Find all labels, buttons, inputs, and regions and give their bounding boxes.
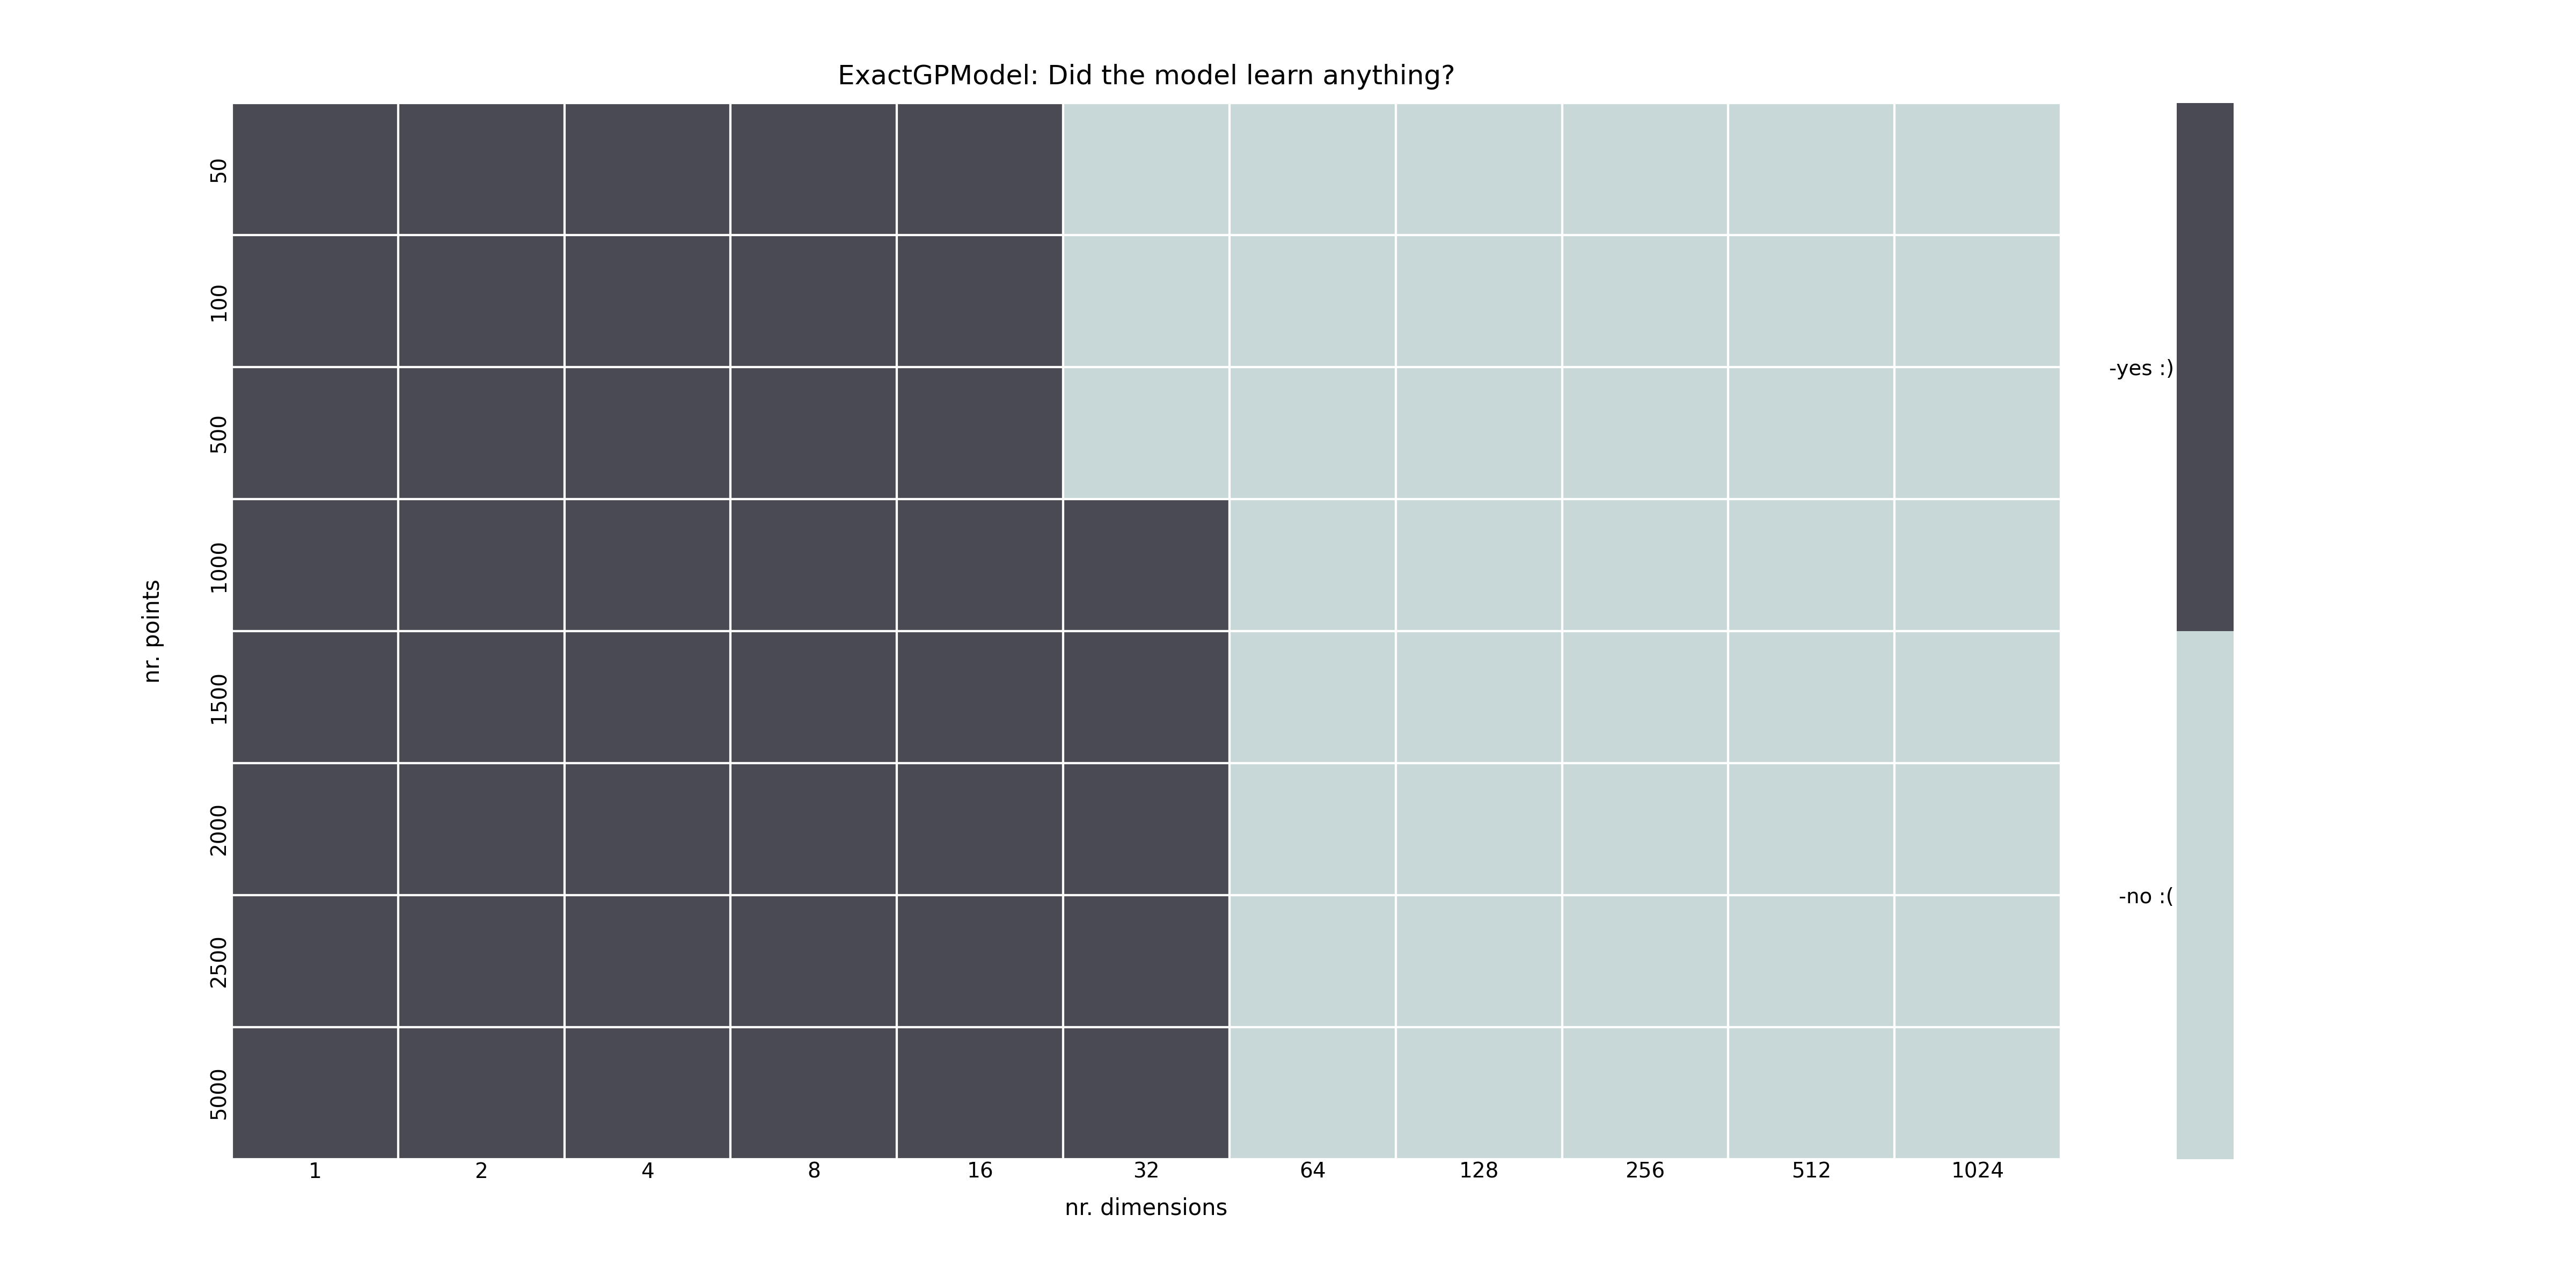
Bar <box>1728 1028 1893 1159</box>
Bar <box>896 762 1064 895</box>
Bar <box>1728 234 1893 367</box>
Bar <box>1893 631 2061 762</box>
Bar <box>1229 234 1396 367</box>
Bar <box>1893 498 2061 631</box>
Bar <box>1229 631 1396 762</box>
Y-axis label: nr. points: nr. points <box>142 580 165 683</box>
Bar <box>1561 367 1728 498</box>
Bar <box>232 762 399 895</box>
Bar <box>399 367 564 498</box>
Bar <box>399 762 564 895</box>
Bar <box>564 1028 732 1159</box>
Bar <box>1064 498 1229 631</box>
Bar <box>1728 367 1893 498</box>
Bar <box>1893 762 2061 895</box>
Bar <box>564 367 732 498</box>
Bar <box>232 234 399 367</box>
Bar <box>732 895 896 1028</box>
Bar <box>232 367 399 498</box>
Bar <box>564 234 732 367</box>
Bar <box>232 498 399 631</box>
Bar <box>1728 895 1893 1028</box>
Bar <box>1229 498 1396 631</box>
Bar <box>1396 367 1561 498</box>
Bar <box>1064 367 1229 498</box>
Bar <box>1561 1028 1728 1159</box>
Bar <box>1064 631 1229 762</box>
Bar <box>896 234 1064 367</box>
Bar <box>1396 895 1561 1028</box>
Bar <box>1396 103 1561 234</box>
Bar <box>564 762 732 895</box>
Bar <box>896 1028 1064 1159</box>
Bar <box>1396 498 1561 631</box>
Bar <box>896 367 1064 498</box>
Bar <box>1396 762 1561 895</box>
Bar <box>564 895 732 1028</box>
Bar <box>732 762 896 895</box>
Bar <box>1893 234 2061 367</box>
Bar <box>1229 1028 1396 1159</box>
Bar <box>564 631 732 762</box>
Bar <box>1064 895 1229 1028</box>
Bar <box>399 895 564 1028</box>
Bar <box>732 234 896 367</box>
Bar <box>1561 498 1728 631</box>
Bar <box>1561 895 1728 1028</box>
Bar <box>399 234 564 367</box>
Bar <box>1728 498 1893 631</box>
Bar <box>399 1028 564 1159</box>
Bar <box>1064 762 1229 895</box>
Bar <box>399 498 564 631</box>
Bar <box>564 103 732 234</box>
Bar <box>1229 895 1396 1028</box>
Bar <box>399 103 564 234</box>
Bar <box>732 367 896 498</box>
Bar <box>896 895 1064 1028</box>
Bar <box>1396 631 1561 762</box>
Bar <box>1728 762 1893 895</box>
Title: ExactGPModel: Did the model learn anything?: ExactGPModel: Did the model learn anythi… <box>837 64 1455 90</box>
Bar <box>232 895 399 1028</box>
Bar <box>1561 103 1728 234</box>
Bar <box>1064 103 1229 234</box>
Bar <box>232 103 399 234</box>
Bar <box>1396 1028 1561 1159</box>
Bar <box>896 498 1064 631</box>
Bar <box>1064 1028 1229 1159</box>
Bar <box>232 631 399 762</box>
Bar <box>1229 103 1396 234</box>
Bar <box>732 1028 896 1159</box>
Bar <box>1229 762 1396 895</box>
X-axis label: nr. dimensions: nr. dimensions <box>1064 1197 1229 1220</box>
Bar <box>732 498 896 631</box>
Bar <box>399 631 564 762</box>
Bar <box>1728 631 1893 762</box>
Bar <box>1229 367 1396 498</box>
Bar <box>1064 234 1229 367</box>
Bar <box>1893 895 2061 1028</box>
Bar <box>232 1028 399 1159</box>
Bar <box>564 498 732 631</box>
Bar <box>732 103 896 234</box>
Bar <box>1561 631 1728 762</box>
Bar <box>896 103 1064 234</box>
Bar <box>1396 234 1561 367</box>
Bar <box>1561 234 1728 367</box>
Bar <box>1728 103 1893 234</box>
Bar <box>1893 1028 2061 1159</box>
Bar <box>1893 367 2061 498</box>
Bar <box>896 631 1064 762</box>
Bar <box>1893 103 2061 234</box>
Bar <box>1561 762 1728 895</box>
Bar <box>732 631 896 762</box>
